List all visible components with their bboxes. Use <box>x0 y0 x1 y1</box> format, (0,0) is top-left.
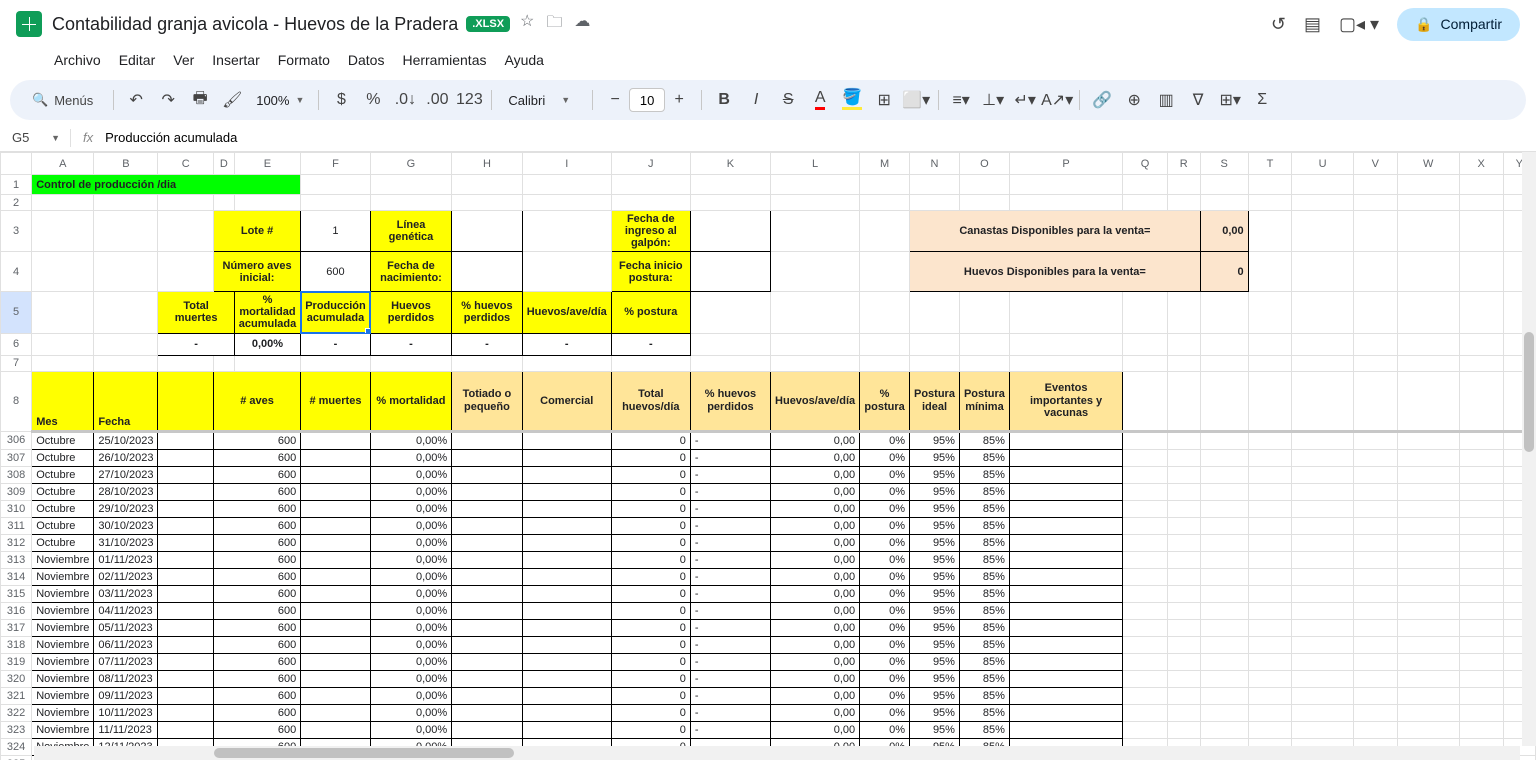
comment-icon[interactable]: ▤ <box>1304 14 1321 35</box>
titlebar: Contabilidad granja avicola - Huevos de … <box>0 0 1536 48</box>
menubar: Archivo Editar Ver Insertar Formato Dato… <box>0 48 1536 76</box>
col-header-T[interactable]: T <box>1248 153 1292 175</box>
col-header-G[interactable]: G <box>370 153 451 175</box>
insert-comment-button[interactable]: ⊕ <box>1120 86 1148 114</box>
col-header-H[interactable]: H <box>452 153 522 175</box>
star-icon[interactable]: ☆ <box>520 11 534 38</box>
col-header-V[interactable]: V <box>1353 153 1397 175</box>
col-header-U[interactable]: U <box>1292 153 1354 175</box>
col-header-C[interactable]: C <box>158 153 213 175</box>
font-family-select[interactable]: Calibri ▼ <box>500 93 584 108</box>
print-button[interactable]: 🖶 <box>186 86 214 114</box>
col-header-R[interactable]: R <box>1167 153 1200 175</box>
sheets-logo[interactable] <box>16 11 42 37</box>
link-button[interactable]: 🔗 <box>1088 86 1116 114</box>
borders-button[interactable]: ⊞ <box>870 86 898 114</box>
history-icon[interactable]: ↺ <box>1271 14 1286 35</box>
col-header-M[interactable]: M <box>860 153 910 175</box>
col-header-K[interactable]: K <box>690 153 770 175</box>
font-size-decrease-button[interactable]: − <box>601 86 629 114</box>
insert-chart-button[interactable]: ▥ <box>1152 86 1180 114</box>
move-icon[interactable]: 🗀 <box>546 11 562 38</box>
videocall-icon[interactable]: ▢◂ ▾ <box>1339 14 1379 35</box>
col-header-D[interactable]: D <box>213 153 234 175</box>
col-header-A[interactable]: A <box>32 153 94 175</box>
menu-formato[interactable]: Formato <box>270 48 338 72</box>
col-header-F[interactable]: F <box>301 153 371 175</box>
name-box[interactable]: G5 ▼ <box>6 128 66 147</box>
search-icon: 🔍 <box>32 92 48 108</box>
share-button[interactable]: 🔒 Compartir <box>1397 8 1520 41</box>
increase-decimal-button[interactable]: .00 <box>423 86 451 114</box>
formula-input[interactable] <box>101 128 1530 147</box>
lock-icon: 🔒 <box>1415 16 1432 33</box>
col-header-W[interactable]: W <box>1397 153 1459 175</box>
vertical-scrollbar[interactable] <box>1522 152 1536 746</box>
cloud-icon[interactable]: ☁ <box>574 11 590 38</box>
toolbar: 🔍 Menús ↶ ↷ 🖶 🖌 100% ▼ $ % .0↓ .00 123 C… <box>10 80 1526 120</box>
menu-herramientas[interactable]: Herramientas <box>394 48 494 72</box>
valign-button[interactable]: ⊥▾ <box>979 86 1007 114</box>
formula-bar: G5 ▼ fx <box>0 124 1536 152</box>
menu-datos[interactable]: Datos <box>340 48 393 72</box>
zoom-select[interactable]: 100% ▼ <box>250 93 310 108</box>
undo-button[interactable]: ↶ <box>122 86 150 114</box>
col-header-E[interactable]: E <box>234 153 300 175</box>
wrap-button[interactable]: ↵▾ <box>1011 86 1039 114</box>
menu-insertar[interactable]: Insertar <box>204 48 267 72</box>
doc-title[interactable]: Contabilidad granja avicola - Huevos de … <box>52 14 458 35</box>
bold-button[interactable]: B <box>710 86 738 114</box>
menu-editar[interactable]: Editar <box>111 48 164 72</box>
col-header-J[interactable]: J <box>611 153 690 175</box>
row-header[interactable]: 1 <box>1 175 32 195</box>
menu-archivo[interactable]: Archivo <box>46 48 109 72</box>
currency-button[interactable]: $ <box>327 86 355 114</box>
col-header-S[interactable]: S <box>1200 153 1248 175</box>
percent-button[interactable]: % <box>359 86 387 114</box>
col-header-X[interactable]: X <box>1459 153 1503 175</box>
filter-button[interactable]: ∇ <box>1184 86 1212 114</box>
search-menus-button[interactable]: 🔍 Menús <box>20 86 105 114</box>
more-formats-button[interactable]: 123 <box>455 86 483 114</box>
text-color-button[interactable]: A <box>806 86 834 114</box>
col-header-I[interactable]: I <box>522 153 611 175</box>
xlsx-badge: .XLSX <box>466 16 510 32</box>
decrease-decimal-button[interactable]: .0↓ <box>391 86 419 114</box>
grid[interactable]: ABCDEFGHIJKLMNOPQRSTUVWXY1Control de pro… <box>0 152 1536 760</box>
merge-button[interactable]: ⬜▾ <box>902 86 930 114</box>
font-size-increase-button[interactable]: + <box>665 86 693 114</box>
rotate-button[interactable]: A↗▾ <box>1043 86 1071 114</box>
halign-button[interactable]: ≡▾ <box>947 86 975 114</box>
redo-button[interactable]: ↷ <box>154 86 182 114</box>
menu-ver[interactable]: Ver <box>165 48 202 72</box>
menu-ayuda[interactable]: Ayuda <box>496 48 551 72</box>
italic-button[interactable]: I <box>742 86 770 114</box>
col-header-L[interactable]: L <box>771 153 860 175</box>
col-header-B[interactable]: B <box>94 153 158 175</box>
font-size-input[interactable] <box>629 88 665 112</box>
horizontal-scrollbar[interactable] <box>34 746 1520 760</box>
paint-format-button[interactable]: 🖌 <box>218 86 246 114</box>
col-header-Q[interactable]: Q <box>1123 153 1168 175</box>
fx-icon: fx <box>75 130 101 145</box>
col-header-N[interactable]: N <box>910 153 960 175</box>
fill-color-button[interactable]: 🪣 <box>838 86 866 114</box>
strikethrough-button[interactable]: S <box>774 86 802 114</box>
functions-button[interactable]: Σ <box>1248 86 1276 114</box>
col-header-O[interactable]: O <box>959 153 1009 175</box>
filter-views-button[interactable]: ⊞▾ <box>1216 86 1244 114</box>
col-header-P[interactable]: P <box>1009 153 1122 175</box>
